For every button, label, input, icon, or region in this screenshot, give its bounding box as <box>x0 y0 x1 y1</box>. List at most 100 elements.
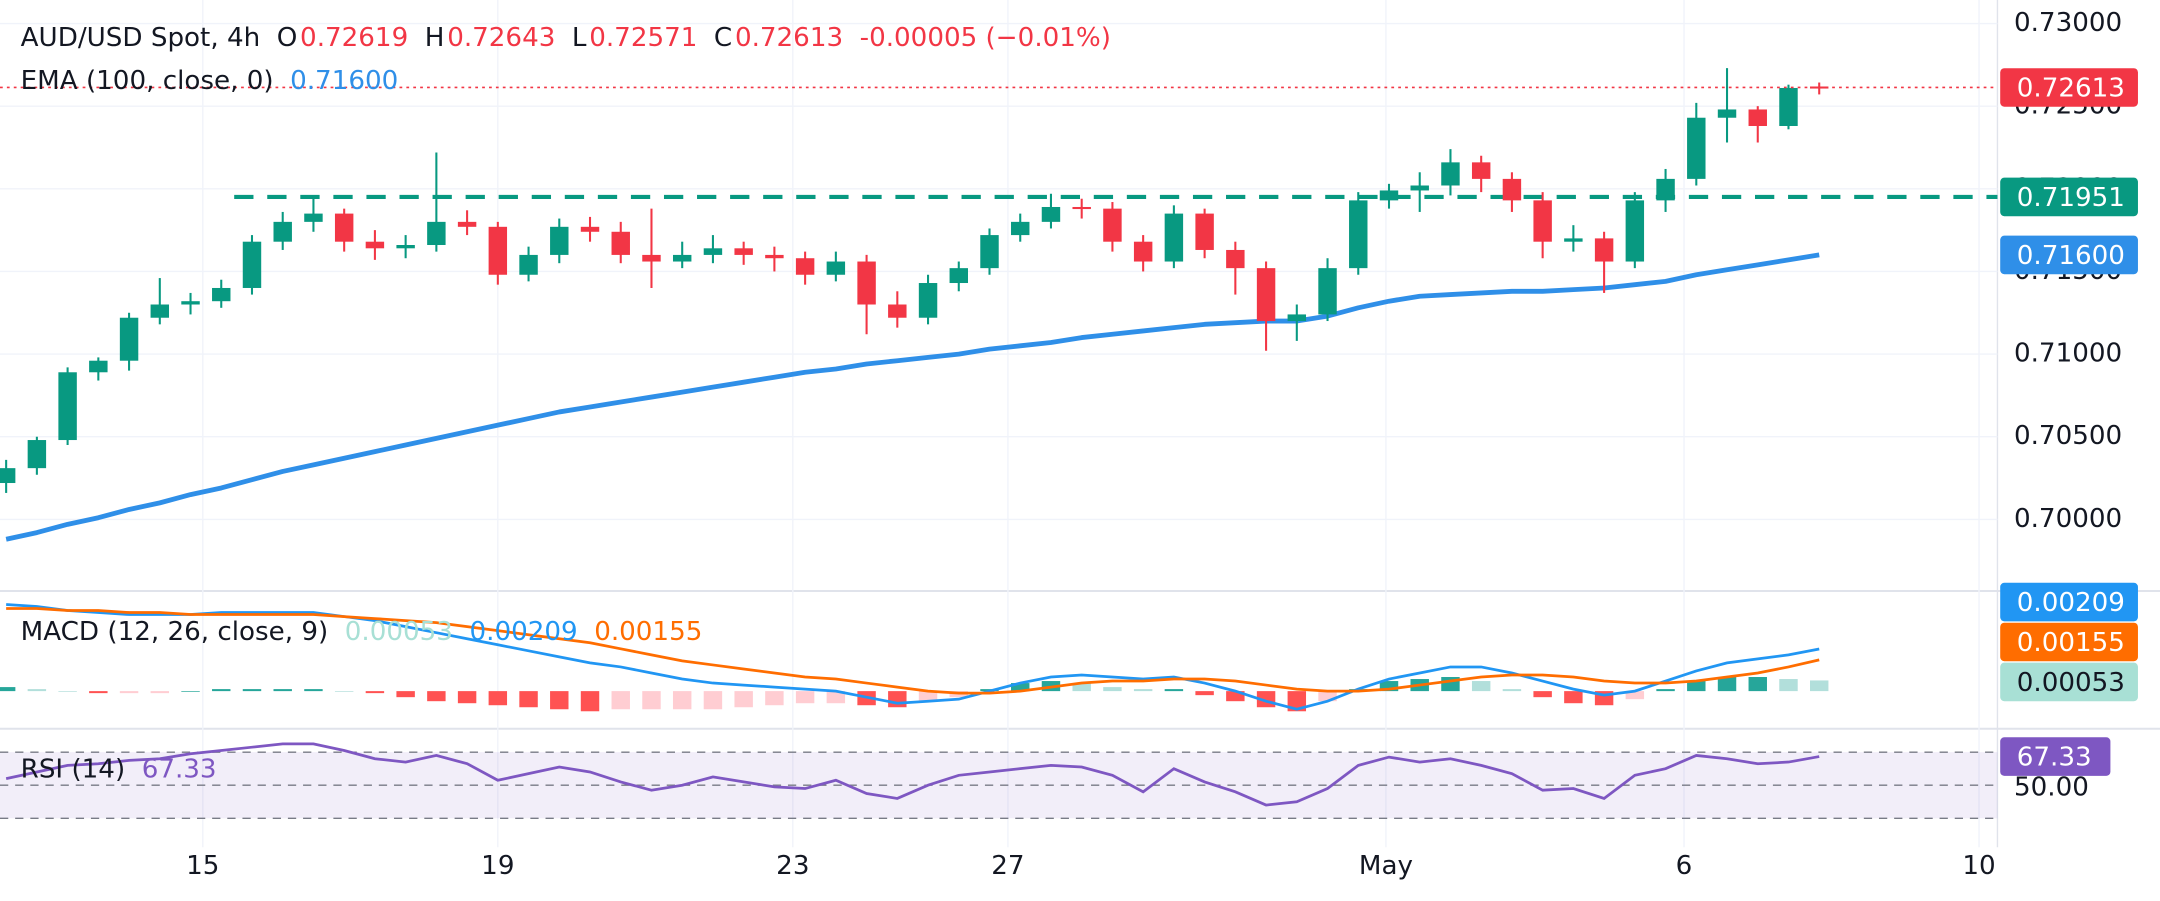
histogram-bar <box>1533 691 1552 698</box>
candle-body <box>304 213 323 222</box>
histogram-bar <box>1748 677 1767 692</box>
histogram-bar <box>0 687 16 692</box>
histogram-label-box <box>2000 662 2138 702</box>
histogram-bar <box>734 691 753 708</box>
macd-label-box <box>2000 582 2138 622</box>
histogram-bar <box>826 691 846 704</box>
x-tick-label: May <box>1359 851 1413 881</box>
plot <box>0 68 1998 807</box>
candle-body <box>888 304 907 318</box>
ohlc-value: 0.72571 <box>589 23 697 53</box>
candle-body <box>980 235 999 269</box>
candle-body <box>1502 178 1522 201</box>
candle-body <box>1687 117 1706 179</box>
candle-body <box>396 245 415 249</box>
x-tick-label: 23 <box>776 851 809 881</box>
rsi-value-label: 67.33 <box>2017 742 2092 772</box>
change: -0.00005 (−0.01%) <box>860 23 1111 53</box>
y-tick-label: 0.73000 <box>2014 8 2122 38</box>
candle-body <box>1533 200 1552 242</box>
y-tick-label: 0.70000 <box>2014 504 2122 534</box>
signal-value-label: 0.00155 <box>2017 628 2125 658</box>
candle-body <box>119 317 139 361</box>
histogram-bar <box>119 691 139 694</box>
ohlc-key: O <box>277 23 298 53</box>
histogram-bar <box>1133 689 1153 692</box>
candle-body <box>1441 162 1460 186</box>
ema-line <box>5 252 1820 542</box>
candle-body <box>918 283 938 318</box>
histogram-bar <box>1471 681 1491 692</box>
histogram-bar <box>642 691 661 710</box>
candle-body <box>0 468 16 484</box>
histogram-bar <box>89 691 108 694</box>
rsi-line <box>5 742 1820 807</box>
candle-body <box>857 261 876 305</box>
level-label-box <box>2000 177 2138 217</box>
candle-body <box>242 241 262 288</box>
histogram-bar <box>1564 691 1583 704</box>
histogram-bar <box>918 691 938 702</box>
candle-body <box>734 248 753 255</box>
histogram-bar <box>703 691 723 710</box>
candle-body <box>1318 268 1337 315</box>
candle-body <box>1103 208 1122 242</box>
signal-line <box>6 607 1820 695</box>
candle-body <box>1410 185 1429 191</box>
histogram-bar <box>396 691 415 698</box>
ema-label-box <box>2000 235 2138 275</box>
macd-value-label: 0.00209 <box>2017 588 2125 618</box>
candle-body <box>1256 268 1276 322</box>
ema-value: 0.71600 <box>290 66 398 96</box>
candle-body <box>1072 206 1091 210</box>
candle-body <box>1594 238 1614 262</box>
y-tick-label: 0.70500 <box>2014 421 2122 451</box>
candle-body <box>150 304 170 318</box>
ohlc-key: L <box>572 23 587 53</box>
candle-body <box>58 372 77 441</box>
candle-body <box>334 213 354 242</box>
y-tick-label: 0.71000 <box>2014 339 2122 369</box>
candle-body <box>1656 178 1675 201</box>
candle-body <box>1779 87 1798 126</box>
candle-body <box>365 241 385 249</box>
histogram-bar <box>1103 687 1122 692</box>
histogram-bar <box>611 691 630 710</box>
candle-body <box>703 248 723 255</box>
histogram-bar <box>765 691 784 706</box>
histogram-bar <box>1809 680 1829 692</box>
histogram-bar <box>1779 679 1798 692</box>
x-tick-label: 15 <box>186 851 219 881</box>
histogram-bar <box>181 691 200 692</box>
x-tick-label: 6 <box>1676 851 1693 881</box>
histogram-value: 0.00053 <box>345 617 453 647</box>
x-tick-label: 10 <box>1962 851 1995 881</box>
candle-body <box>1133 241 1153 262</box>
histogram-bar <box>1625 691 1645 700</box>
candle-body <box>765 254 784 259</box>
candle-body <box>580 226 600 232</box>
last-price-label-box <box>2000 68 2138 107</box>
candle-body <box>826 261 846 275</box>
histogram-value-label: 0.00053 <box>2017 668 2125 698</box>
grid <box>0 0 1998 848</box>
candle-body <box>1625 200 1645 262</box>
ohlc-value: 0.72613 <box>735 23 843 53</box>
histogram-bar <box>427 691 446 702</box>
candle-body <box>1748 109 1767 126</box>
level-label: 0.71951 <box>2017 183 2125 213</box>
candle-body <box>181 301 200 305</box>
histogram-bar <box>273 689 292 692</box>
y-tick-label: 50.00 <box>2014 772 2089 802</box>
histogram-bar <box>304 689 323 692</box>
macd-legend: MACD (12, 26, close, 9) <box>21 617 329 647</box>
histogram-bar <box>519 691 538 708</box>
candle-body <box>273 221 292 242</box>
histogram-bar <box>888 691 907 708</box>
last-price-label: 0.72613 <box>2017 73 2125 103</box>
histogram-bar <box>1502 689 1522 692</box>
ohlc-key: C <box>714 23 732 53</box>
candle-body <box>642 254 661 262</box>
